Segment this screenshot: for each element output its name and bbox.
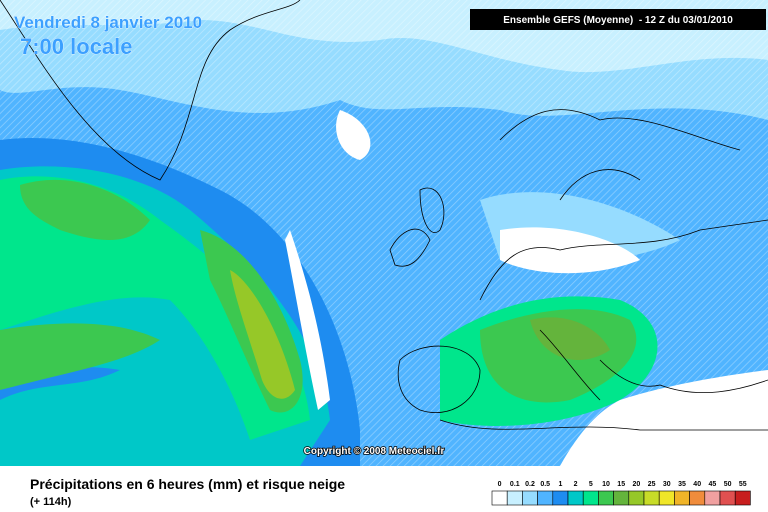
time-title: 7:00 locale [20,34,133,59]
model-box [470,9,766,30]
legend-swatch [734,490,751,506]
legend-label: 15 [617,481,625,488]
legend-label: 35 [678,481,686,488]
legend-swatch [704,490,721,506]
lead-time: (+ 114h) [30,496,72,508]
legend-swatch [598,490,614,506]
legend-label: 0 [498,481,502,488]
legend-swatch [628,490,645,506]
legend-label: 0.1 [510,481,520,488]
legend-swatch [658,490,675,506]
legend-swatch [506,490,523,506]
legend-label: 0.5 [540,481,550,488]
legend-swatch [719,490,736,506]
legend-label: 20 [633,481,641,488]
legend-swatch [689,490,706,506]
date-title: Vendredi 8 janvier 2010 [14,13,202,32]
legend-label: 1 [558,481,562,488]
coastlines [0,0,768,431]
legend-swatch [613,490,630,506]
legend-swatch [552,490,569,506]
legend-swatch [537,490,554,506]
legend-label: 40 [693,481,701,488]
legend-label: 2 [574,481,578,488]
map [0,0,768,466]
legend-label: 10 [602,481,610,488]
legend-label: 45 [709,481,717,488]
legend-swatch [491,490,508,506]
legend-swatch [643,490,660,506]
legend-label: 55 [739,481,747,488]
legend-swatch [522,490,538,506]
caption: Précipitations en 6 heures (mm) et risqu… [30,476,345,492]
legend-swatch [582,490,599,506]
model-info: Ensemble GEFS (Moyenne) - 12 Z du 03/01/… [503,15,733,26]
legend-label: 5 [589,481,593,488]
legend-swatch [674,490,690,506]
legend-label: 50 [724,481,732,488]
legend-label: 0.2 [525,481,535,488]
copyright: Copyright © 2008 Meteociel.fr [304,446,445,457]
legend: 0 0.1 0.2 0.5 1 2 5 10 15 20 25 30 35 40 45 50 55 [491,481,751,506]
legend-label: 30 [663,481,671,488]
legend-label: 25 [648,481,656,488]
legend-swatch [567,490,584,506]
